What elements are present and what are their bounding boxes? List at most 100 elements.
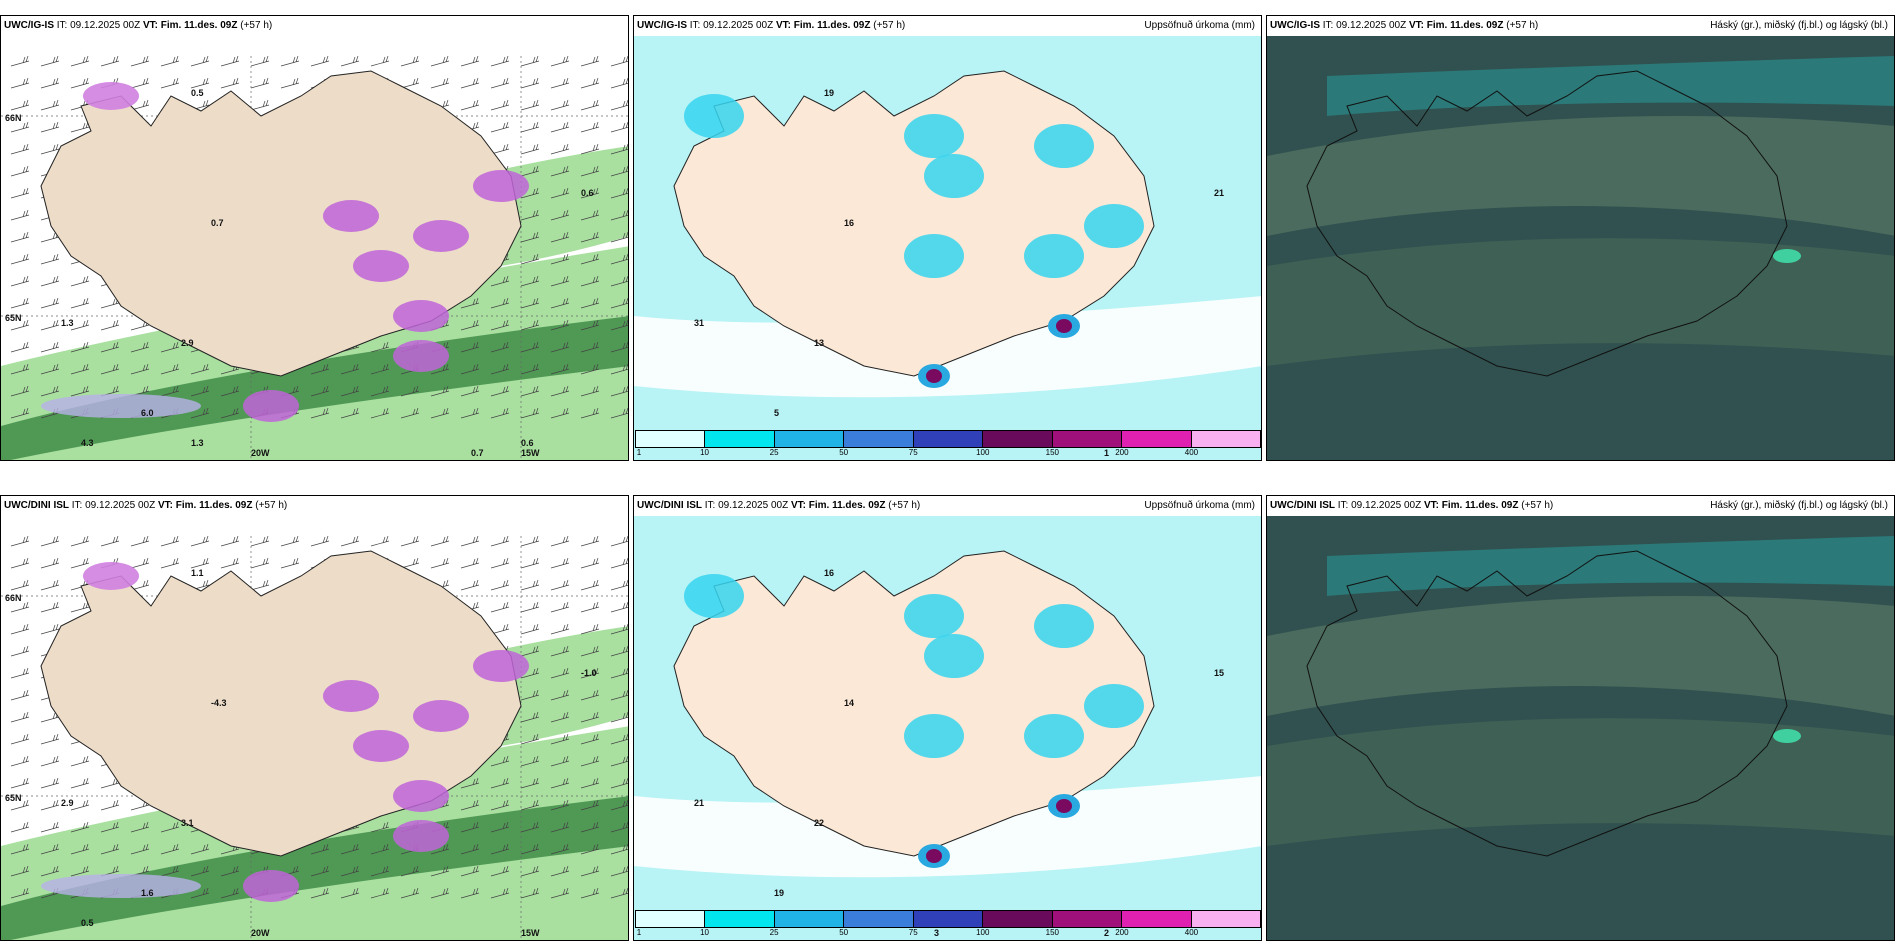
map-value-label: 21 xyxy=(1214,188,1224,198)
wind-barb xyxy=(10,297,30,309)
wind-barb xyxy=(70,535,90,547)
wind-barb xyxy=(370,843,390,855)
wind-barb xyxy=(580,557,600,569)
wind-barb xyxy=(520,121,540,133)
wind-barb xyxy=(520,407,540,419)
wind-barb xyxy=(310,535,330,547)
wind-barb xyxy=(10,231,30,243)
map-panel-6: UWC/DINI ISL IT: 09.12.2025 00Z VT: Fim.… xyxy=(1266,495,1895,941)
wind-barb xyxy=(70,777,90,789)
wind-barb xyxy=(610,865,628,877)
init-time: 09.12.2025 00Z xyxy=(1336,20,1407,31)
wind-barb xyxy=(220,535,240,547)
wind-barb xyxy=(550,275,570,287)
wind-barb xyxy=(10,407,30,419)
wind-barb xyxy=(520,231,540,243)
map-panel-2: UWC/IG-IS IT: 09.12.2025 00Z VT: Fim. 11… xyxy=(633,15,1262,461)
colorbar-cell xyxy=(1052,431,1123,447)
wind-barb xyxy=(190,535,210,547)
wind-barb xyxy=(460,777,480,789)
wind-barb xyxy=(460,297,480,309)
map-value-label: 2 xyxy=(1104,928,1109,938)
wind-barb xyxy=(40,755,60,767)
panel-header: UWC/IG-IS IT: 09.12.2025 00Z VT: Fim. 11… xyxy=(634,16,1261,36)
panel-header: UWC/IG-IS IT: 09.12.2025 00Z VT: Fim. 11… xyxy=(1,16,628,36)
wind-barb xyxy=(550,623,570,635)
wind-barb xyxy=(610,535,628,547)
wind-barb xyxy=(580,187,600,199)
wind-barb xyxy=(520,209,540,221)
wind-barb xyxy=(550,187,570,199)
vt-label: VT: xyxy=(157,500,173,511)
wind-barb xyxy=(550,777,570,789)
wind-barb xyxy=(190,385,210,397)
wind-barb xyxy=(580,579,600,591)
wind-barb xyxy=(10,887,30,899)
colorbar-cell xyxy=(1191,431,1260,447)
map-value-label: 1 xyxy=(1104,448,1109,458)
wind-barb xyxy=(10,799,30,811)
wind-barb xyxy=(70,755,90,767)
wind-barb xyxy=(610,623,628,635)
wind-barb xyxy=(100,319,120,331)
map-value-label: 0.7 xyxy=(471,448,484,458)
colorbar-tick: 150 xyxy=(1045,928,1060,937)
wind-barb xyxy=(130,77,150,89)
wind-barb xyxy=(580,755,600,767)
wind-barb xyxy=(580,711,600,723)
wind-barb xyxy=(130,557,150,569)
wind-barb xyxy=(400,535,420,547)
wind-barb xyxy=(520,579,540,591)
wind-barb xyxy=(460,557,480,569)
colorbar-cell xyxy=(983,911,1053,927)
wind-barb xyxy=(40,557,60,569)
wind-barb xyxy=(70,363,90,375)
wind-barb xyxy=(550,385,570,397)
wind-barb xyxy=(10,55,30,67)
map-value-label: 6.0 xyxy=(141,408,154,418)
wind-barb xyxy=(580,253,600,265)
wind-barb xyxy=(520,733,540,745)
wind-barb xyxy=(580,385,600,397)
wind-barb xyxy=(10,165,30,177)
wind-barb xyxy=(280,77,300,89)
map-value-label: 16 xyxy=(824,568,834,578)
wind-barb xyxy=(610,275,628,287)
wind-barb xyxy=(130,821,150,833)
wind-barb xyxy=(580,143,600,155)
wind-barb xyxy=(490,821,510,833)
wind-barb xyxy=(10,667,30,679)
wind-barb xyxy=(610,579,628,591)
wind-barb xyxy=(550,165,570,177)
wind-barb xyxy=(550,55,570,67)
wind-barb xyxy=(490,275,510,287)
wind-barb xyxy=(40,733,60,745)
wind-barb xyxy=(400,887,420,899)
wind-barb xyxy=(520,297,540,309)
panel-header: UWC/DINI ISL IT: 09.12.2025 00Z VT: Fim.… xyxy=(1,496,628,516)
wind-barb xyxy=(610,297,628,309)
wind-barb xyxy=(160,363,180,375)
vt-label: VT: xyxy=(1423,500,1439,511)
wind-barb xyxy=(400,55,420,67)
wind-barb xyxy=(10,319,30,331)
wind-barb xyxy=(460,535,480,547)
wind-barb xyxy=(100,341,120,353)
wind-barb xyxy=(520,865,540,877)
it-label: IT: xyxy=(71,500,83,511)
wind-barb xyxy=(490,579,510,591)
field-title: Uppsöfnuð úrkoma (mm) xyxy=(1144,20,1255,31)
wind-barb xyxy=(520,341,540,353)
wind-barb xyxy=(10,187,30,199)
wind-barb xyxy=(580,821,600,833)
wind-barb xyxy=(160,865,180,877)
wind-barb xyxy=(430,535,450,547)
colorbar-cell xyxy=(705,911,775,927)
wind-barb xyxy=(340,535,360,547)
lead-time: (+57 h) xyxy=(873,20,906,31)
wind-barb xyxy=(610,601,628,613)
lead-time: (+57 h) xyxy=(888,500,921,511)
wind-barb xyxy=(250,579,270,591)
wind-barb xyxy=(610,385,628,397)
wind-barb xyxy=(610,843,628,855)
